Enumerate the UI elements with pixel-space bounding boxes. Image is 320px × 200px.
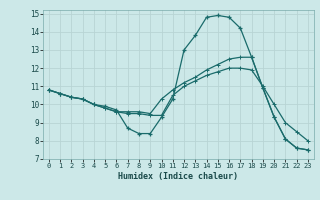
X-axis label: Humidex (Indice chaleur): Humidex (Indice chaleur): [118, 172, 238, 181]
